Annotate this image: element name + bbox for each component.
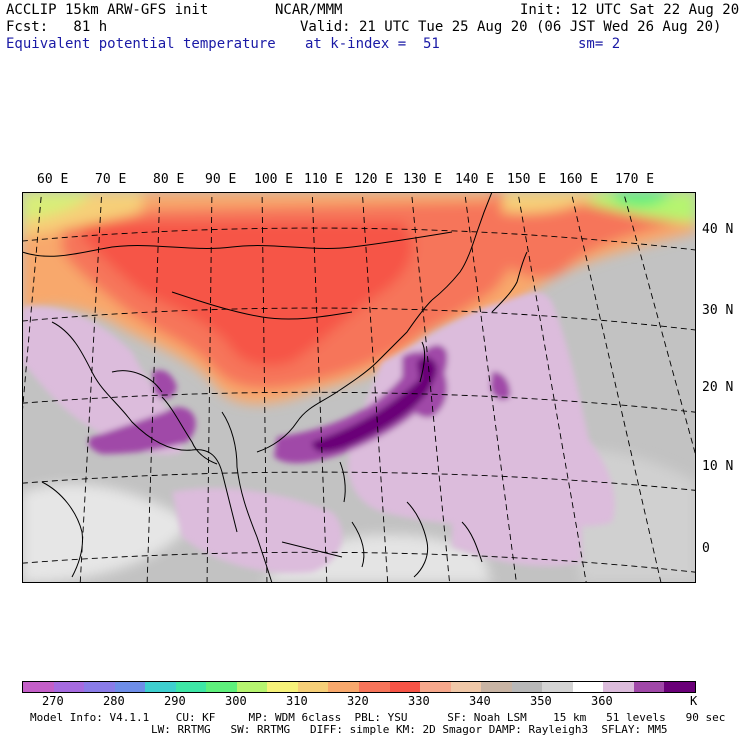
- institution-label: NCAR/MMM: [275, 2, 343, 18]
- colorbar-swatch: [84, 682, 115, 692]
- lon-label: 170 E: [615, 172, 655, 187]
- colorbar-label: 340: [469, 694, 491, 708]
- model-title: ACCLIP 15km ARW-GFS init: [6, 2, 209, 18]
- lat-label: 20 N: [702, 380, 734, 395]
- lat-label: 30 N: [702, 303, 734, 318]
- lon-label: 70 E: [95, 172, 127, 187]
- lat-label: 40 N: [702, 222, 734, 237]
- lon-label: 90 E: [205, 172, 237, 187]
- colorbar-swatch: [511, 682, 543, 692]
- colorbar-swatch: [206, 682, 237, 692]
- theta-e-map: [22, 192, 696, 583]
- colorbar-swatch: [328, 682, 360, 692]
- colorbar-swatch: [23, 682, 54, 692]
- lon-label: 60 E: [37, 172, 69, 187]
- colorbar-swatch: [633, 682, 665, 692]
- colorbar-swatch: [572, 682, 604, 692]
- level-index: at k-index = 51: [305, 36, 440, 52]
- colorbar-swatch: [267, 682, 298, 692]
- lon-label: 100 E: [254, 172, 294, 187]
- colorbar-label: 320: [347, 694, 369, 708]
- colorbar-swatch: [114, 682, 146, 692]
- field-name: Equivalent potential temperature: [6, 36, 276, 52]
- colorbar-label: 280: [103, 694, 125, 708]
- colorbar-swatch: [175, 682, 207, 692]
- colorbar-label: 360: [591, 694, 613, 708]
- colorbar-swatch: [145, 682, 176, 692]
- lat-label: 0: [702, 541, 710, 556]
- lon-label: 150 E: [507, 172, 547, 187]
- forecast-hour: Fcst: 81 h: [6, 19, 108, 35]
- colorbar-swatch: [389, 682, 421, 692]
- model-physics: LW: RRTMG SW: RRTMG DIFF: simple KM: 2D …: [151, 723, 668, 736]
- colorbar-label: 270: [42, 694, 64, 708]
- colorbar-label: 290: [164, 694, 186, 708]
- lon-label: 120 E: [354, 172, 394, 187]
- lon-label: 110 E: [304, 172, 344, 187]
- lat-label: 10 N: [702, 459, 734, 474]
- colorbar-swatch: [603, 682, 634, 692]
- lon-label: 160 E: [559, 172, 599, 187]
- lon-label: 140 E: [455, 172, 495, 187]
- colorbar-unit: K: [690, 694, 698, 708]
- colorbar-swatch: [236, 682, 268, 692]
- init-time: Init: 12 UTC Sat 22 Aug 20: [520, 2, 740, 18]
- colorbar-label: 310: [286, 694, 308, 708]
- model-info: Model Info: V4.1.1 CU: KF MP: WDM 6class…: [30, 711, 726, 724]
- colorbar-swatch: [542, 682, 573, 692]
- colorbar-swatch: [359, 682, 390, 692]
- colorbar-swatch: [53, 682, 85, 692]
- valid-time: Valid: 21 UTC Tue 25 Aug 20 (06 JST Wed …: [300, 19, 722, 35]
- colorbar-label: 330: [408, 694, 430, 708]
- colorbar: [22, 681, 696, 693]
- smoothing-label: sm= 2: [578, 36, 621, 52]
- colorbar-swatch: [450, 682, 482, 692]
- colorbar-label: 300: [225, 694, 247, 708]
- colorbar-label: 350: [530, 694, 552, 708]
- colorbar-swatch: [297, 682, 329, 692]
- lon-label: 80 E: [153, 172, 185, 187]
- lon-label: 130 E: [403, 172, 443, 187]
- colorbar-swatch: [420, 682, 451, 692]
- colorbar-swatch: [664, 682, 696, 692]
- colorbar-swatch: [481, 682, 512, 692]
